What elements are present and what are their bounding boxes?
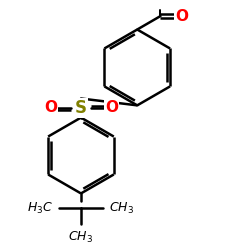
Text: O: O [105, 100, 118, 115]
Text: O: O [44, 100, 57, 115]
Text: S: S [75, 99, 87, 117]
Text: O: O [175, 8, 188, 24]
Text: $CH_3$: $CH_3$ [68, 230, 94, 245]
Text: $CH_3$: $CH_3$ [109, 200, 134, 216]
Text: $H_3C$: $H_3C$ [27, 200, 53, 216]
